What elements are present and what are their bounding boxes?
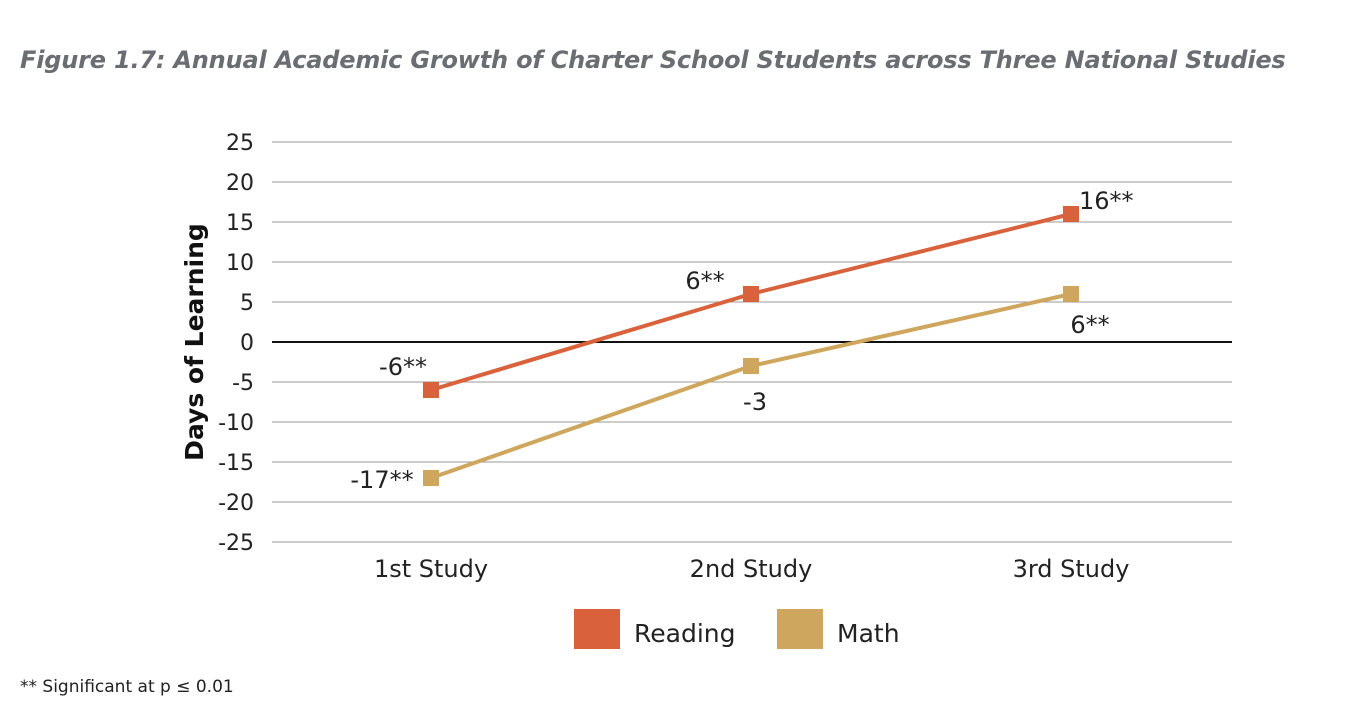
- gridlines: [272, 141, 1232, 543]
- data-labels: -6** 6** 16** -17** -3 6**: [350, 187, 1133, 494]
- data-point: [743, 358, 759, 374]
- y-tick-label: 25: [226, 131, 254, 156]
- y-tick-label: -10: [218, 411, 254, 436]
- data-label: 6**: [1070, 311, 1109, 339]
- y-tick-label: 5: [240, 291, 254, 316]
- y-tick-label: 15: [226, 211, 254, 236]
- x-tick-label: 1st Study: [374, 555, 488, 583]
- series-math: [423, 286, 1079, 486]
- x-tick-label: 2nd Study: [690, 555, 813, 583]
- data-label: 16**: [1079, 187, 1134, 215]
- y-tick-label: -25: [218, 531, 254, 556]
- legend-label: Reading: [634, 619, 735, 648]
- y-tick-label: -15: [218, 451, 254, 476]
- data-point: [743, 286, 759, 302]
- data-label: -17**: [350, 466, 413, 494]
- data-label: -6**: [379, 353, 427, 381]
- data-label: 6**: [685, 267, 724, 295]
- legend-swatch: [574, 609, 620, 649]
- data-point: [1063, 286, 1079, 302]
- y-tick-label: -5: [232, 371, 254, 396]
- legend-swatch: [777, 609, 823, 649]
- legend-label: Math: [837, 619, 900, 648]
- y-axis-ticks: 25 20 15 10 5 0 -5 -10 -15 -20 -25: [218, 131, 254, 556]
- data-label: -3: [743, 388, 767, 416]
- y-tick-label: 10: [226, 251, 254, 276]
- data-point: [423, 470, 439, 486]
- data-point: [1063, 206, 1079, 222]
- legend: Reading Math: [574, 609, 900, 649]
- legend-item-math: Math: [777, 609, 900, 649]
- y-tick-label: 0: [240, 331, 254, 356]
- y-axis-title: Days of Learning: [180, 223, 209, 461]
- data-point: [423, 382, 439, 398]
- y-tick-label: -20: [218, 491, 254, 516]
- figure-title: Figure 1.7: Annual Academic Growth of Ch…: [20, 46, 1286, 74]
- x-axis-ticks: 1st Study 2nd Study 3rd Study: [374, 555, 1129, 583]
- series: [423, 206, 1079, 486]
- legend-item-reading: Reading: [574, 609, 735, 649]
- footnote: ** Significant at p ≤ 0.01: [20, 677, 234, 697]
- x-tick-label: 3rd Study: [1013, 555, 1130, 583]
- series-reading: [423, 206, 1079, 398]
- series-line: [430, 292, 1072, 480]
- y-tick-label: 20: [226, 171, 254, 196]
